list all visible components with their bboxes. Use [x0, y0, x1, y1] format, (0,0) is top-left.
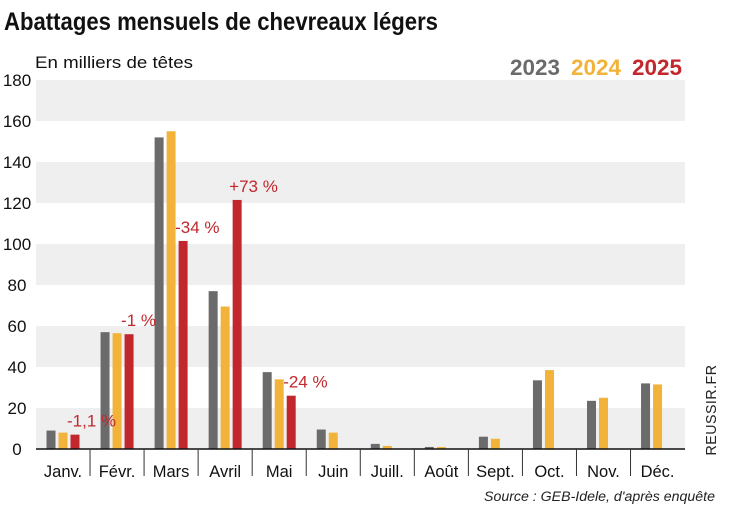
x-tick-label: Août [424, 463, 458, 481]
x-tick-label: Déc. [641, 463, 675, 481]
bar-2023-month-10 [532, 380, 542, 449]
x-tick-label: Oct. [534, 463, 564, 481]
change-annotation: -1 % [121, 311, 156, 330]
grid-band [36, 162, 685, 203]
legend-item-2025: 2025 [632, 55, 682, 80]
x-tick-label: Mars [153, 463, 190, 481]
x-tick-label: Mai [266, 463, 293, 481]
legend: 2023 2024 2025 [510, 55, 682, 80]
change-annotation: -34 % [175, 218, 219, 237]
bar-2024-month-5 [274, 379, 284, 449]
bar-2024-month-8 [436, 446, 446, 449]
y-axis-unit-label: En milliers de têtes [35, 53, 193, 72]
bar-2023-month-11 [587, 400, 596, 449]
y-tick-label: 60 [8, 317, 27, 336]
grid-band [36, 244, 685, 285]
y-tick-label: 80 [8, 276, 27, 295]
x-tick-label: Févr. [99, 463, 136, 481]
grid-bands [36, 80, 685, 449]
bar-2023-month-5 [262, 372, 272, 449]
x-tick-label: Nov. [587, 463, 620, 481]
x-tick-label: Juin [318, 463, 348, 481]
x-tick-label: Janv. [44, 463, 82, 481]
grid-band [36, 326, 685, 367]
bar-2023-month-12 [641, 383, 651, 449]
y-axis: 0 20 40 60 80 100 120 140 160 180 [3, 71, 31, 459]
x-tick-label: Juill. [371, 463, 404, 481]
source-note: Source : GEB-Idele, d'après enquête [484, 489, 715, 504]
y-tick-label: 120 [3, 194, 31, 213]
legend-item-2024: 2024 [571, 55, 622, 80]
bar-2023-month-3 [154, 137, 164, 449]
grid-band [36, 80, 685, 121]
bar-2024-month-6 [328, 432, 338, 449]
change-annotation: -24 % [283, 373, 327, 392]
bar-2024-month-9 [490, 438, 500, 449]
y-tick-label: 0 [12, 440, 21, 459]
chart-title: Abattages mensuels de chevreaux légers [4, 8, 438, 36]
change-annotation: +73 % [229, 177, 278, 196]
bar-2025-month-1 [70, 434, 80, 449]
bar-2025-month-3 [178, 240, 188, 449]
bar-2023-month-4 [208, 291, 218, 449]
x-axis: Janv. Févr. Mars Avril Mai Juin Juill. Août Sept… [44, 449, 675, 481]
y-tick-label: 40 [8, 358, 27, 377]
annotations: -1,1 % -1 % -34 % +73 % -24 % [67, 177, 328, 431]
y-tick-label: 160 [3, 112, 31, 131]
bar-2024-month-7 [382, 445, 392, 449]
bar-2023-month-7 [370, 443, 380, 449]
bar-2025-month-2 [124, 334, 134, 449]
bar-2024-month-10 [544, 370, 554, 449]
change-annotation: -1,1 % [67, 412, 116, 431]
watermark: REUSSIR.FR [704, 365, 720, 456]
bar-2024-month-4 [220, 306, 230, 449]
y-tick-label: 100 [3, 235, 31, 254]
x-tick-label: Sept. [476, 463, 515, 481]
y-tick-label: 180 [3, 71, 31, 90]
bar-2023-month-1 [46, 430, 56, 449]
bar-2023-month-8 [424, 446, 434, 449]
legend-item-2023: 2023 [510, 55, 560, 80]
grid-band [36, 408, 685, 449]
bar-2025-month-5 [286, 395, 296, 449]
bar-2024-month-12 [653, 384, 663, 449]
bars [46, 131, 663, 449]
bar-2024-month-1 [58, 432, 68, 449]
y-tick-label: 20 [8, 399, 27, 418]
bar-2025-month-4 [232, 199, 242, 449]
bar-2023-month-9 [478, 436, 488, 449]
bar-2024-month-2 [112, 333, 122, 449]
bar-2023-month-6 [316, 429, 326, 449]
x-tick-label: Avril [209, 463, 241, 481]
bar-2023-month-2 [100, 332, 110, 449]
bar-2024-month-3 [166, 131, 176, 449]
y-tick-label: 140 [3, 153, 31, 172]
bar-2024-month-11 [599, 397, 608, 449]
